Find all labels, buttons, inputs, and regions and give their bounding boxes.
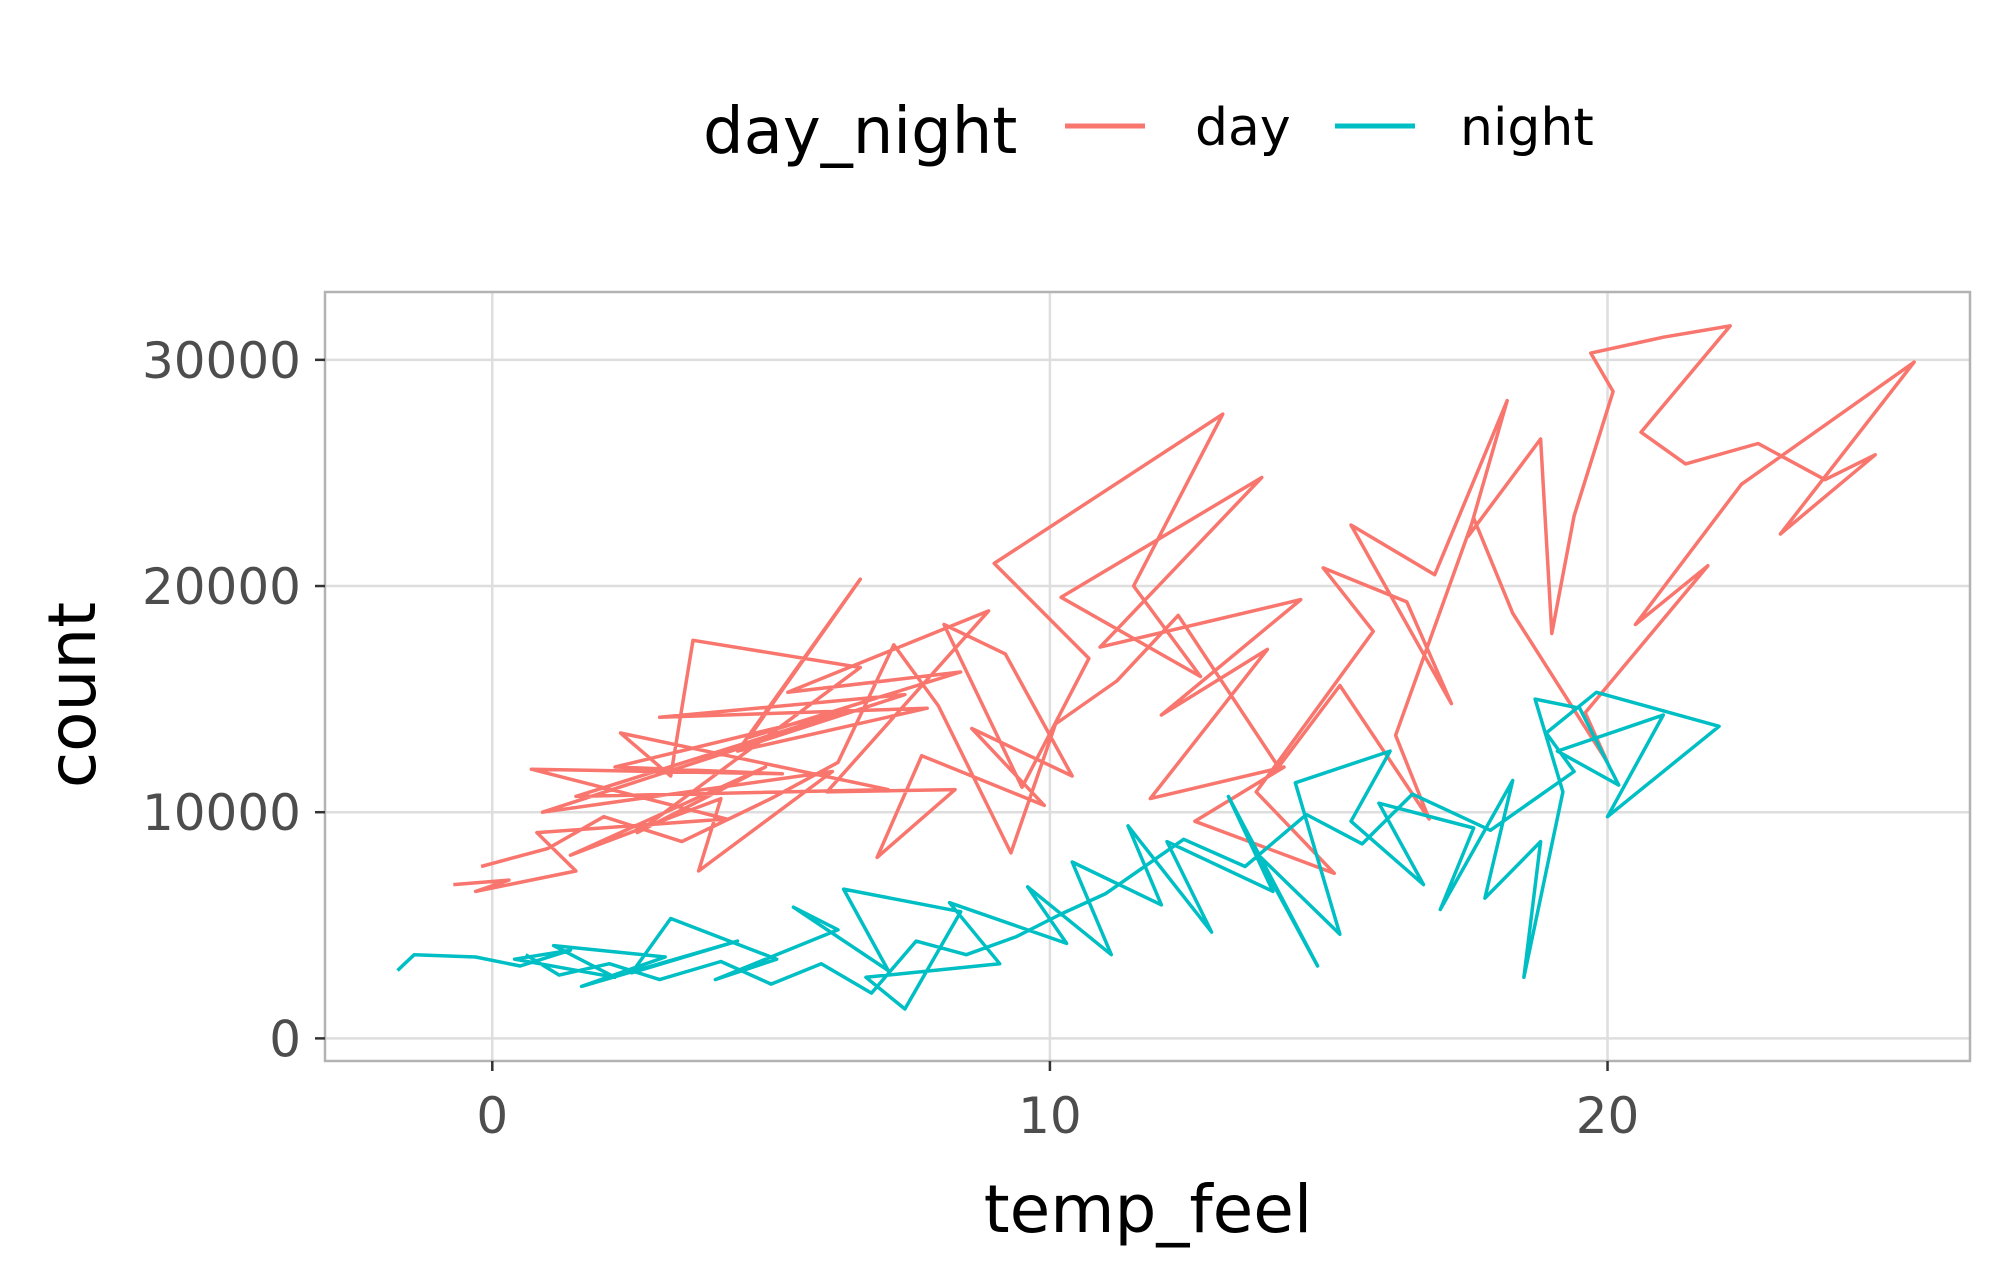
grid-lines — [325, 292, 1970, 1061]
x-tick-label: 20 — [1576, 1087, 1640, 1145]
x-tick-label: 0 — [476, 1087, 508, 1145]
y-tick-label: 0 — [269, 1010, 301, 1068]
y-tick-label: 30000 — [142, 332, 301, 390]
legend-label-night: night — [1460, 98, 1594, 158]
legend: day_night day night — [703, 95, 1594, 169]
legend-title: day_night — [703, 95, 1017, 169]
y-axis-title: count — [34, 602, 111, 788]
series-line-night — [396, 690, 1721, 1011]
legend-label-day: day — [1195, 98, 1291, 158]
plot-series — [396, 324, 1916, 1011]
y-tick-label: 10000 — [142, 784, 301, 842]
x-tick-label: 10 — [1018, 1087, 1082, 1145]
series-line-day — [453, 324, 1916, 894]
x-axis-title: temp_feel — [984, 1171, 1312, 1248]
panel-border — [323, 290, 1972, 1063]
y-tick-label: 20000 — [142, 558, 301, 616]
axis-ticks: 0 10 20 0 10000 20000 30000 — [142, 332, 1639, 1145]
